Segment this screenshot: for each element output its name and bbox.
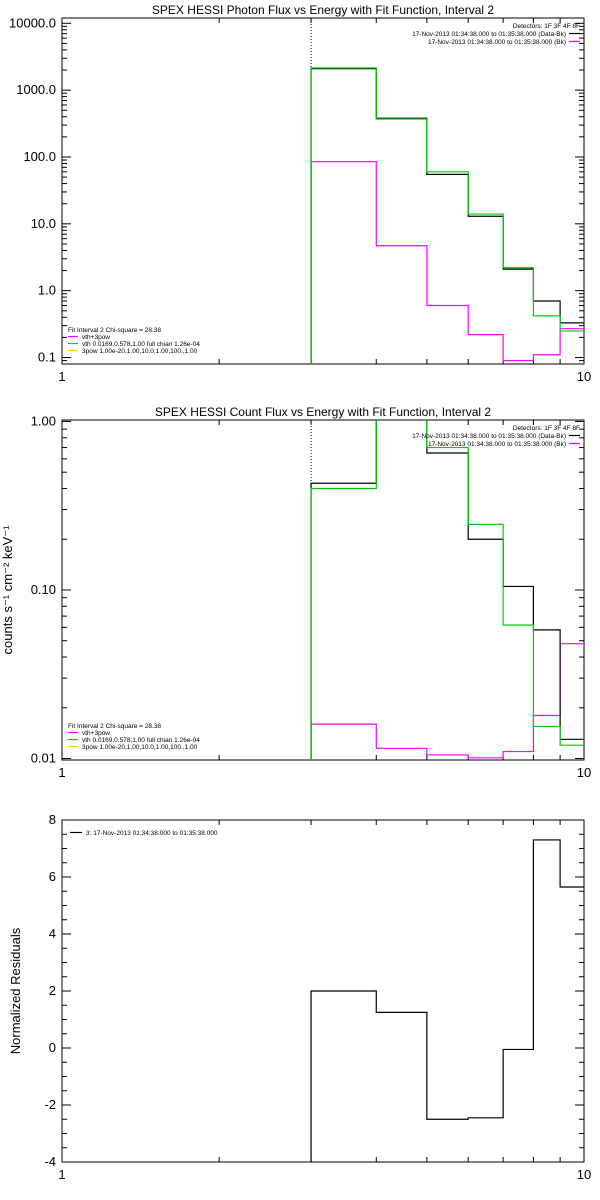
legend-entry: 3pow 1.00e-20,1.00,10.0,1.00,100.,1.00 [82,348,198,355]
series-line-1 [310,67,584,364]
y-tick-label: 1.00 [31,413,56,428]
series-line-3 [310,420,584,760]
x-tick-label: 10 [577,765,591,780]
y-tick-label: 0 [49,1040,56,1055]
legend-entry: 17-Nov-2013 01:34:38.000 to 01:35:38.000… [428,39,566,46]
y-tick-label: 0.1 [38,350,56,365]
legend-entry: 17-Nov-2013 01:34:38.000 to 01:35:38.000… [412,433,566,440]
x-tick-label: 1 [58,369,65,384]
series-line-3 [310,67,584,364]
y-tick-label: 0.01 [31,751,56,766]
legend-entry: vth 0.0169,0.578,1.00 full chian 1.26e-0… [82,341,200,348]
y-tick-label: -4 [44,1154,56,1169]
y-tick-label: -2 [44,1097,56,1112]
y-tick-label: 2 [49,983,56,998]
legend-entry: vth+3pow [82,730,110,737]
legend-entry: vth+3pow [82,334,110,341]
legend-entry: 17-Nov-2013 01:34:38.000 to 01:35:38.000… [428,441,566,448]
legend-entry: 3pow 1.00e-20,1.00,10.0,1.00,100.,1.00 [82,744,198,751]
panel-1: SPEX HESSI Photon Flux vs Energy with Fi… [9,3,591,384]
legend-header: Fit Interval 2 Chi-square = 28.38 [68,723,161,730]
y-tick-label: 0.10 [31,582,56,597]
series-line-1 [310,420,584,760]
x-tick-label: 10 [577,369,591,384]
chart-title: SPEX HESSI Photon Flux vs Energy with Fi… [152,3,494,17]
plot-frame [61,419,585,761]
x-tick-label: 1 [58,1167,65,1182]
legend-header: Fit Interval 2 Chi-square = 28.38 [68,327,161,334]
legend-entry: vth 0.0169,0.578,1.00 full chian 1.26e-0… [82,737,200,744]
series-line-1 [310,839,584,1162]
y-axis-label: Normalized Residuals [8,927,23,1054]
panel-3: 1 10 -4 -2 0 2 4 6 8 Normalized Residuals 3: 17-No… [8,812,591,1182]
y-tick-label: 10.0 [31,216,56,231]
y-tick-label: 10000.0 [9,15,56,30]
chart-title: SPEX HESSI Count Flux vs Energy with Fit… [155,405,491,419]
y-tick-label: 8 [49,812,56,827]
legend-header: Detectors: 1F 3F 4F 8F [513,425,580,432]
y-axis-label: counts s⁻¹ cm⁻² keV⁻¹ [0,525,15,655]
y-tick-label: 4 [49,926,56,941]
y-tick-label: 1000.0 [16,82,56,97]
legend-entry: 17-Nov-2013 01:34:38.000 to 01:35:38.000… [412,31,566,38]
legend-entry: 3: 17-Nov-2013 01:34:38.000 to 01:35:38.… [86,830,218,837]
series-line-2 [310,161,584,364]
legend-header: Detectors: 1F 3F 4F 8F [513,23,580,30]
plot-frame [61,17,585,365]
panel-2: SPEX HESSI Count Flux vs Energy with Fit… [0,405,591,780]
y-tick-label: 6 [49,869,56,884]
series-line-2 [310,643,584,760]
x-tick-label: 1 [58,765,65,780]
y-tick-label: 100.0 [23,149,56,164]
x-tick-label: 10 [577,1167,591,1182]
y-tick-label: 1.0 [38,283,56,298]
